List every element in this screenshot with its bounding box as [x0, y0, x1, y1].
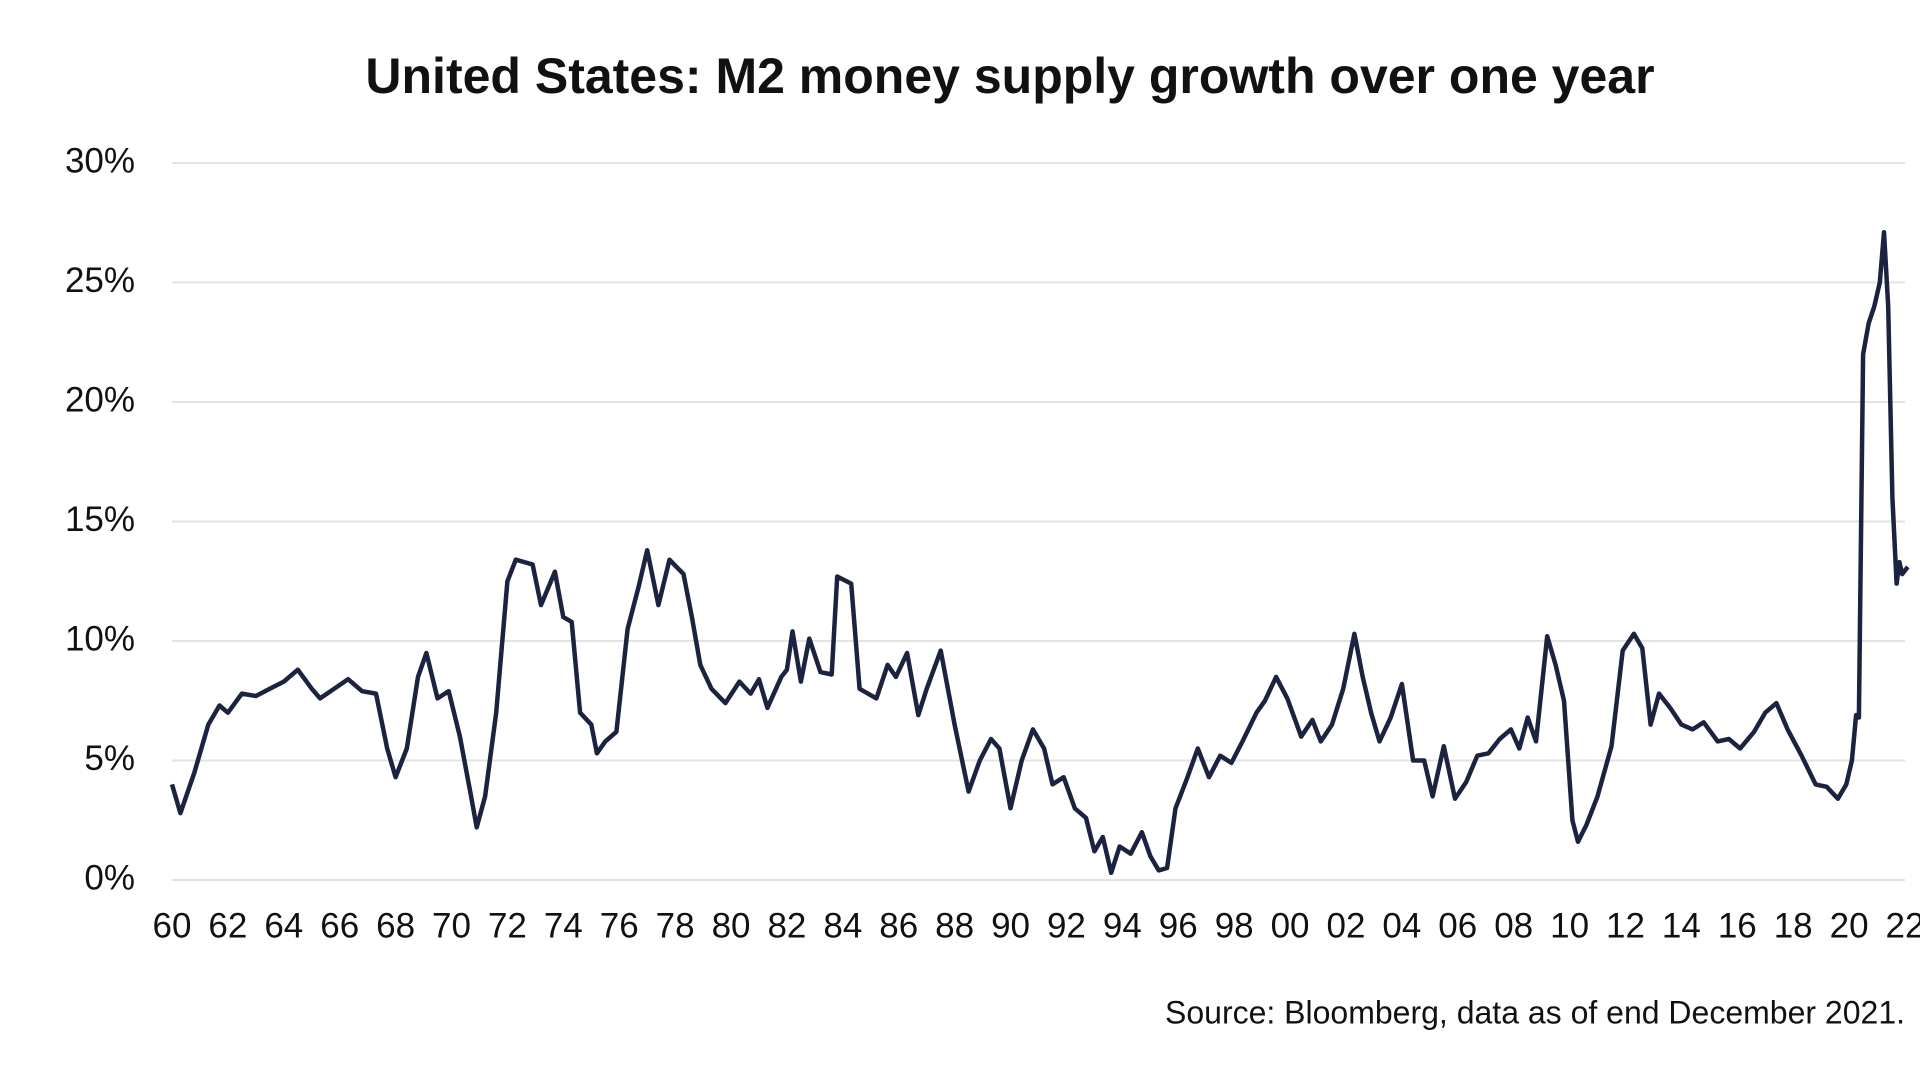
x-tick-label: 14 [1662, 906, 1701, 945]
chart-title: United States: M2 money supply growth ov… [365, 48, 1654, 104]
y-tick-label: 5% [84, 739, 135, 778]
x-tick-label: 82 [767, 906, 806, 945]
x-tick-label: 12 [1606, 906, 1645, 945]
source-note: Source: Bloomberg, data as of end Decemb… [1165, 994, 1905, 1030]
x-tick-label: 68 [376, 906, 415, 945]
x-tick-label: 78 [656, 906, 695, 945]
x-tick-label: 00 [1271, 906, 1310, 945]
x-tick-label: 74 [544, 906, 583, 945]
x-tick-label: 60 [153, 906, 192, 945]
x-tick-label: 08 [1494, 906, 1533, 945]
x-tick-label: 94 [1103, 906, 1142, 945]
y-tick-label: 25% [65, 261, 135, 300]
y-tick-label: 0% [84, 858, 135, 897]
x-tick-label: 22 [1886, 906, 1920, 945]
x-tick-label: 90 [991, 906, 1030, 945]
x-tick-label: 76 [600, 906, 639, 945]
x-tick-label: 80 [712, 906, 751, 945]
x-tick-label: 98 [1215, 906, 1254, 945]
x-tick-label: 18 [1774, 906, 1813, 945]
x-tick-label: 02 [1326, 906, 1365, 945]
x-tick-label: 92 [1047, 906, 1086, 945]
x-tick-label: 96 [1159, 906, 1198, 945]
x-tick-label: 70 [432, 906, 471, 945]
x-tick-label: 16 [1718, 906, 1757, 945]
data-line [169, 230, 1910, 876]
x-tick-label: 20 [1830, 906, 1869, 945]
y-tick-label: 15% [65, 500, 135, 539]
x-tick-label: 10 [1550, 906, 1589, 945]
x-tick-label: 86 [879, 906, 918, 945]
x-tick-label: 64 [264, 906, 303, 945]
x-tick-label: 88 [935, 906, 974, 945]
x-tick-label: 72 [488, 906, 527, 945]
y-tick-label: 30% [65, 141, 135, 180]
x-tick-label: 66 [320, 906, 359, 945]
x-tick-label: 62 [208, 906, 247, 945]
x-tick-label: 04 [1382, 906, 1421, 945]
y-tick-label: 20% [65, 380, 135, 419]
x-tick-label: 06 [1438, 906, 1477, 945]
y-tick-label: 10% [65, 619, 135, 658]
x-tick-label: 84 [823, 906, 862, 945]
